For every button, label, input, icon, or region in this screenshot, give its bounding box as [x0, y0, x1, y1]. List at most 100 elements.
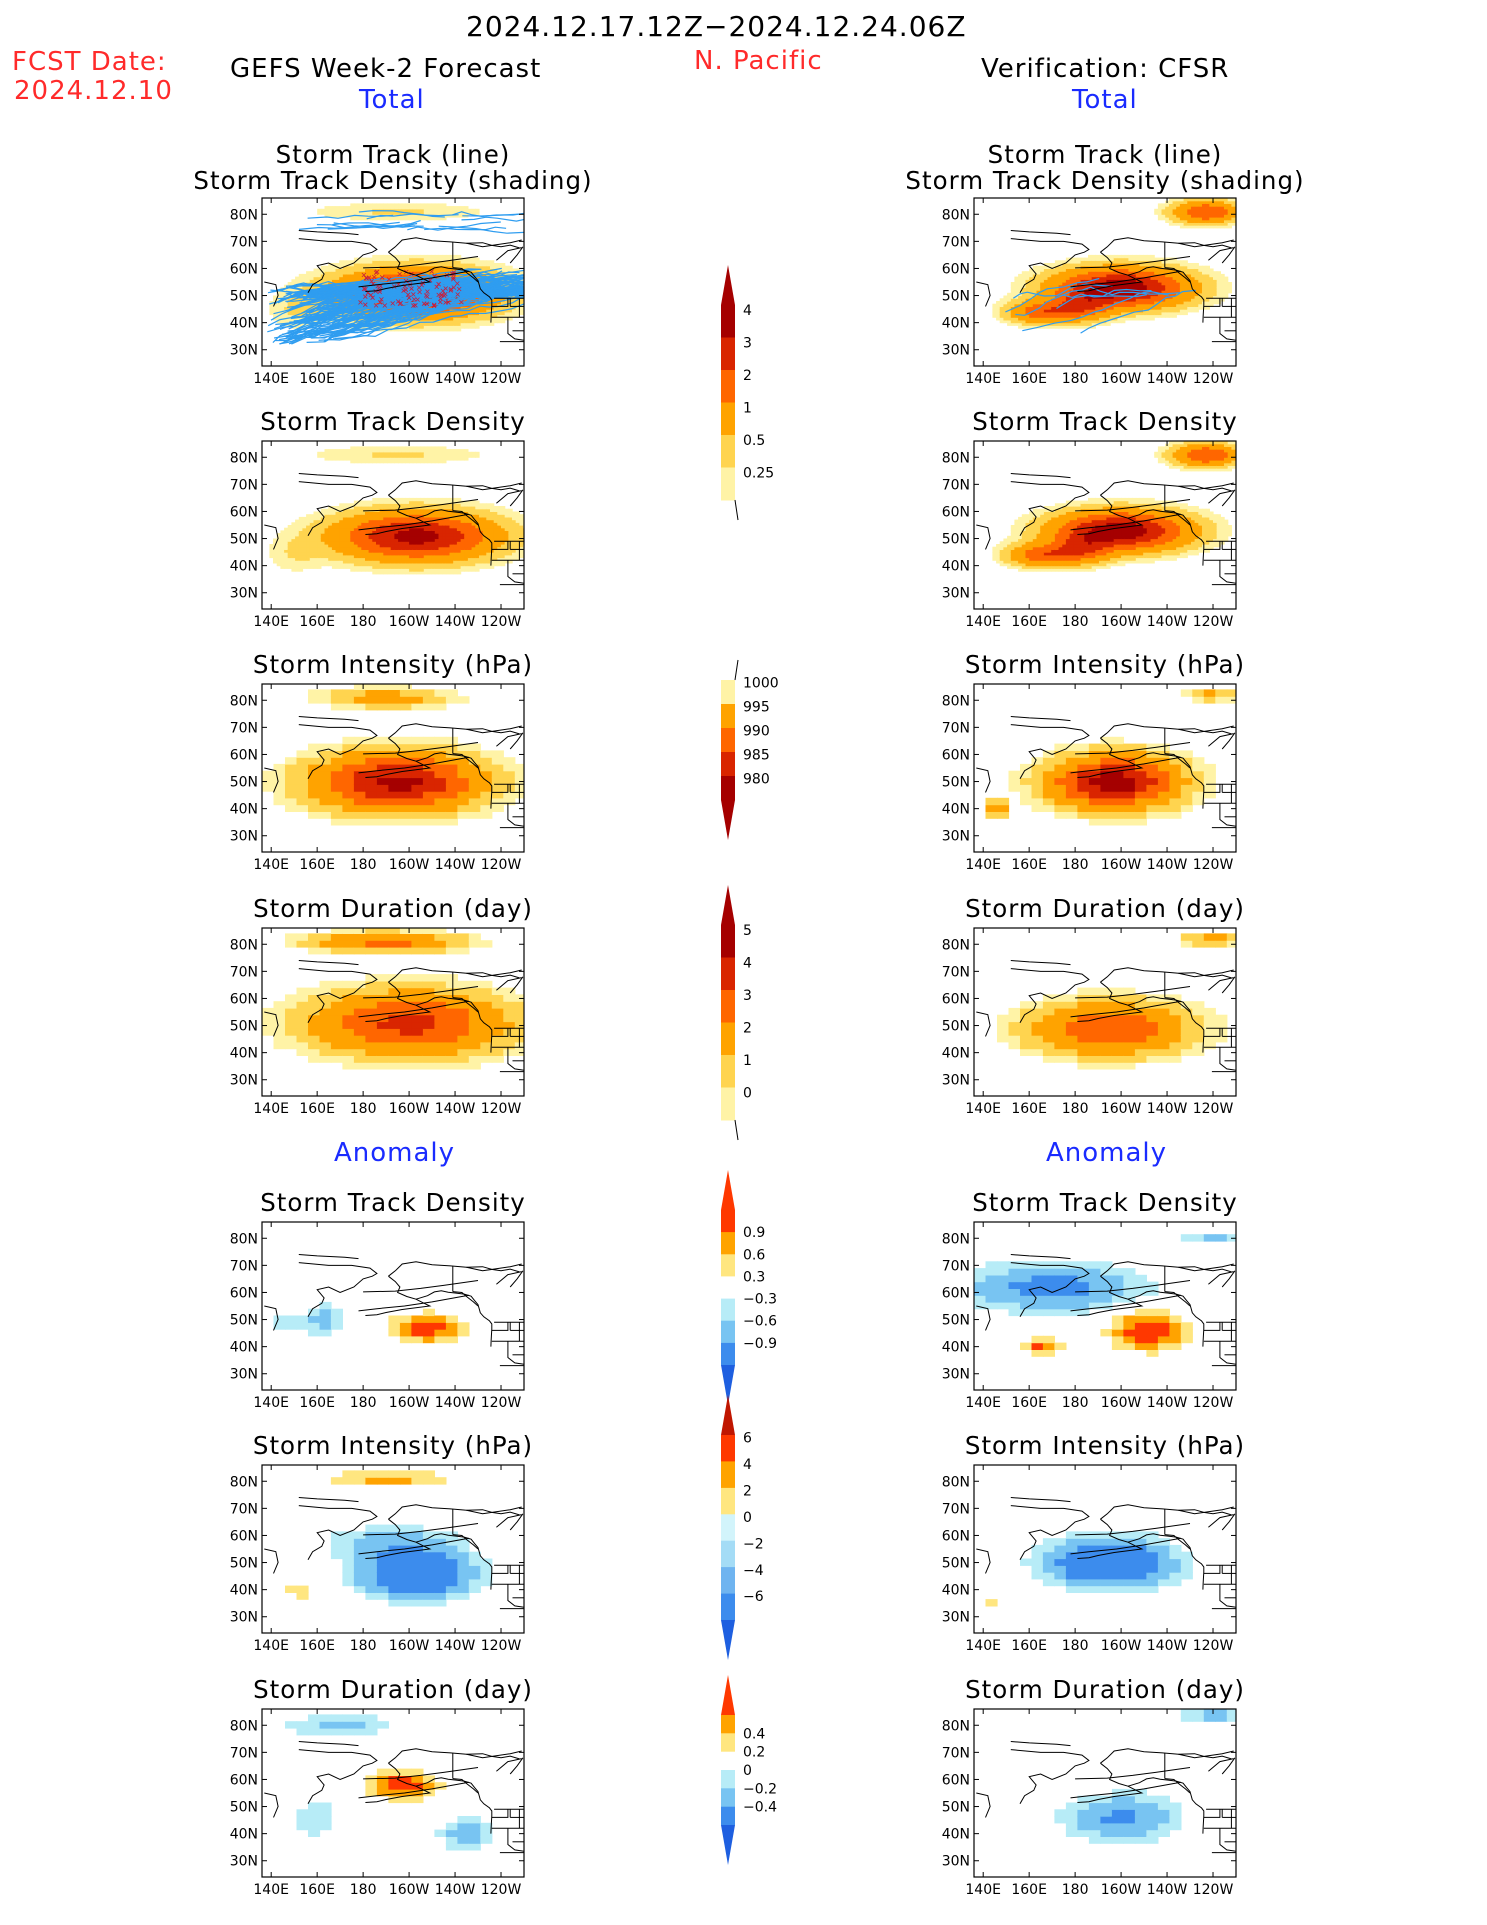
colorbar-label: 1: [743, 1053, 752, 1069]
colorbar-label: 1000: [743, 675, 779, 691]
lat-tick-label: 80N: [942, 937, 970, 953]
lon-tick-label: 160E: [1011, 614, 1047, 630]
colorbar-label: −0.6: [743, 1314, 777, 1330]
lon-tick-label: 160E: [299, 1101, 335, 1117]
map-panel-density-obs: 80N 70N 60N 50N 40N 30N 140E 160E 180 160W 140W 120…: [942, 440, 1237, 630]
coastlines: [264, 473, 524, 586]
lat-tick-label: 70N: [942, 1501, 970, 1517]
colorbar-segment: [721, 925, 735, 958]
lon-tick-label: 180: [350, 1638, 377, 1654]
colorbar-segment: [721, 1540, 735, 1568]
lon-tick-label: 140E: [253, 614, 289, 630]
colorbar-segment: [721, 1733, 735, 1753]
colorbar-segment: [721, 370, 735, 403]
colorbar-segment: [721, 1087, 735, 1121]
lon-tick-label: 160E: [1011, 1101, 1047, 1117]
storm-track-lines: [1005, 277, 1196, 334]
lat-tick-label: 60N: [230, 1285, 258, 1301]
colorbar-bottom-arrow: [721, 1620, 735, 1660]
lon-tick-label: 120W: [1193, 857, 1234, 873]
colorbar-label: 4: [743, 303, 752, 319]
panel-frame: [261, 1464, 525, 1634]
colorbar-label: 0: [743, 1510, 752, 1526]
panel-subtitle-track-fcst: Storm Track Density (shading): [193, 166, 593, 195]
panel-title-duration-anom-fcst: Storm Duration (day): [253, 1675, 533, 1704]
field-shading: [974, 1234, 1236, 1357]
panel-frame: [261, 440, 525, 610]
lat-tick-label: 60N: [942, 1528, 970, 1544]
panel-subtitle-track-obs: Storm Track Density (shading): [905, 166, 1305, 195]
lon-tick-label: 160W: [1101, 1882, 1142, 1898]
lon-tick-label: 140W: [435, 614, 476, 630]
map-panel-density-anom-fcst: 80N 70N 60N 50N 40N 30N 140E 160E 180 160W 140W 120…: [230, 1221, 525, 1411]
lat-tick-label: 50N: [942, 775, 970, 791]
lon-tick-label: 120W: [481, 1882, 522, 1898]
coastlines: [976, 1254, 1236, 1367]
lat-tick-label: 80N: [230, 1474, 258, 1490]
lon-tick-label: 120W: [481, 1101, 522, 1117]
lon-tick-label: 140E: [965, 614, 1001, 630]
lat-tick-label: 50N: [230, 1800, 258, 1816]
colorbar-segment: [721, 1254, 735, 1277]
colorbar-segment: [721, 1567, 735, 1594]
lat-tick-label: 50N: [230, 1556, 258, 1572]
colorbar-segment: [721, 1770, 735, 1789]
colorbar-top-arrow: [721, 1675, 735, 1715]
field-shading: [269, 446, 524, 575]
map-panel-track-fcst: 80N 70N 60N 50N 40N 30N 140E 160E 180 160W 140W 120…: [230, 197, 525, 387]
lon-tick-label: 160E: [1011, 1882, 1047, 1898]
map-panel-track-obs: 80N 70N 60N 50N 40N 30N 140E 160E 180 160W 140W 120…: [942, 197, 1237, 387]
lon-tick-label: 140W: [435, 371, 476, 387]
lon-tick-label: 160E: [299, 1882, 335, 1898]
panel-title-track-fcst: Storm Track (line): [275, 140, 511, 169]
lat-tick-label: 40N: [230, 316, 258, 332]
lat-tick-label: 80N: [230, 1718, 258, 1734]
lat-tick-label: 70N: [230, 1745, 258, 1761]
colorbar-top-arrow: [721, 1170, 735, 1210]
coastlines: [264, 716, 524, 829]
lon-tick-label: 140E: [253, 857, 289, 873]
lon-tick-label: 160W: [1101, 614, 1142, 630]
right-column-subtitle: Total: [1072, 85, 1138, 115]
colorbar-segment: [721, 680, 735, 705]
lat-tick-label: 50N: [230, 1019, 258, 1035]
colorbar-label: 3: [743, 988, 752, 1004]
colorbar-segment: [721, 1022, 735, 1056]
lat-tick-label: 60N: [942, 261, 970, 277]
right-column-title: Verification: CFSR: [981, 54, 1230, 84]
colorbar-label: 3: [743, 335, 752, 351]
lon-tick-label: 160E: [299, 371, 335, 387]
colorbar-label: 980: [743, 771, 770, 787]
map-panel-intensity-obs: 80N 70N 60N 50N 40N 30N 140E 160E 180 160W 140W 120…: [942, 683, 1237, 873]
lat-tick-label: 50N: [942, 1800, 970, 1816]
colorbar-label: 6: [743, 1431, 752, 1447]
colorbar-label: 0.4: [743, 1726, 765, 1742]
lat-tick-label: 80N: [942, 1718, 970, 1734]
lat-tick-label: 80N: [230, 450, 258, 466]
lon-tick-label: 160W: [389, 857, 430, 873]
lat-tick-label: 80N: [942, 1231, 970, 1247]
lat-tick-label: 30N: [230, 1367, 258, 1383]
colorbar-label: 0.5: [743, 433, 765, 449]
colorbar-top-arrow: [721, 885, 735, 925]
colorbar-density: 4 3 2 1 0.5 0.25: [721, 265, 774, 521]
lon-tick-label: 120W: [1193, 1395, 1234, 1411]
colorbar-segment: [721, 1788, 735, 1808]
lat-tick-label: 40N: [230, 1583, 258, 1599]
lat-tick-label: 30N: [230, 829, 258, 845]
coastlines: [976, 1497, 1236, 1610]
field-shading: [985, 1531, 1193, 1607]
coastlines: [264, 1254, 524, 1367]
lon-tick-label: 120W: [1193, 1638, 1234, 1654]
map-panel-density-anom-obs: 80N 70N 60N 50N 40N 30N 140E 160E 180 160W 140W 120…: [942, 1221, 1237, 1411]
colorbar-segment: [721, 1342, 735, 1366]
lon-tick-label: 160E: [299, 1638, 335, 1654]
colorbar-label: 0: [743, 1763, 752, 1779]
left-column-title: GEFS Week-2 Forecast: [230, 54, 542, 84]
lon-tick-label: 160W: [1101, 857, 1142, 873]
lat-tick-label: 50N: [942, 1313, 970, 1329]
lon-tick-label: 140E: [253, 371, 289, 387]
colorbar-label: 0.2: [743, 1745, 765, 1761]
field-shading: [285, 1470, 493, 1607]
lat-tick-label: 70N: [942, 720, 970, 736]
